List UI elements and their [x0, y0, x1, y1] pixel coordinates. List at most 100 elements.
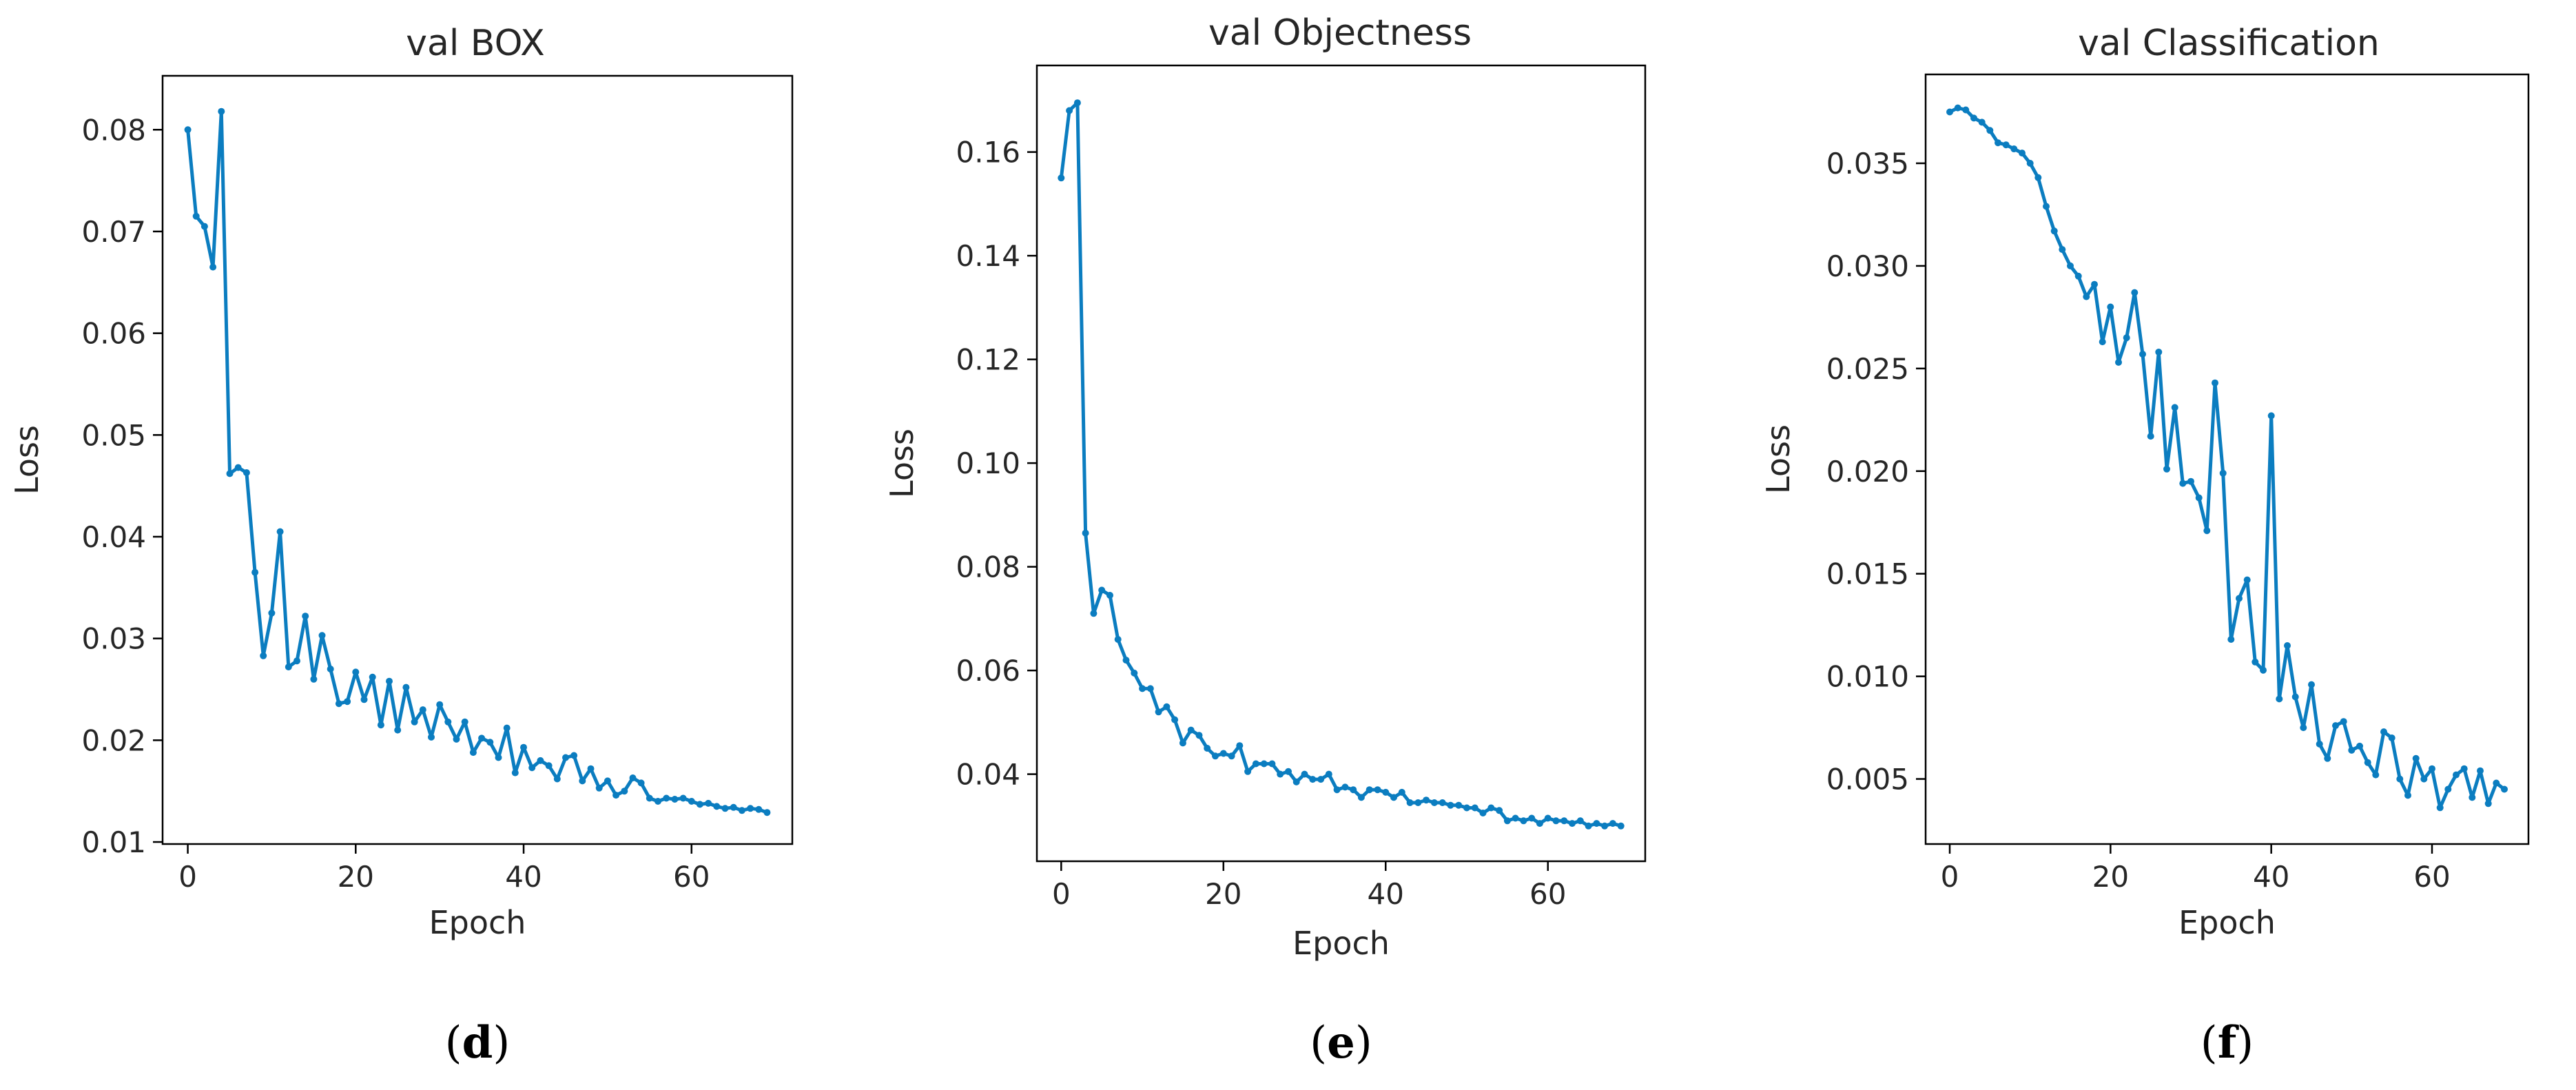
data-point: [486, 739, 494, 746]
data-point: [2493, 779, 2500, 787]
caption-letter: f: [2218, 1017, 2239, 1069]
data-point: [1179, 739, 1186, 747]
data-point: [2203, 527, 2211, 535]
data-point: [2091, 280, 2098, 288]
data-point: [1204, 745, 1211, 752]
data-point: [696, 801, 703, 808]
data-point: [200, 223, 208, 230]
data-point: [2123, 334, 2130, 342]
data-point: [1252, 760, 1259, 768]
data-point: [2227, 636, 2235, 643]
data-point: [1471, 804, 1478, 812]
y-tick-label: 0.030: [1826, 249, 1909, 283]
data-point: [2219, 469, 2227, 477]
data-point: [327, 666, 334, 672]
data-point: [360, 696, 368, 703]
caption-open: (: [2201, 1018, 2218, 1069]
data-point: [2147, 433, 2154, 440]
x-tick-label: 0: [1941, 860, 1959, 894]
data-point: [2460, 765, 2468, 772]
chart-title: val BOX: [406, 23, 545, 64]
data-point: [1970, 114, 1977, 122]
y-tick-label: 0.010: [1826, 660, 1909, 694]
data-point: [705, 799, 712, 807]
data-point: [730, 803, 737, 811]
data-point: [503, 724, 511, 732]
data-point: [738, 807, 745, 814]
data-point: [2501, 785, 2508, 793]
data-point: [1576, 817, 1584, 825]
data-point: [1268, 760, 1276, 768]
y-tick-label: 0.03: [81, 622, 146, 656]
data-point: [1317, 776, 1325, 783]
caption-open: (: [1310, 1018, 1327, 1069]
data-point: [1098, 586, 1106, 594]
x-tick-label: 20: [338, 860, 374, 894]
data-point: [436, 701, 444, 708]
data-point: [663, 794, 670, 802]
data-point: [1617, 822, 1625, 830]
data-point: [1244, 768, 1252, 775]
series-line: [1948, 106, 2506, 810]
data-point: [2348, 746, 2356, 754]
data-point: [453, 735, 460, 743]
data-point: [1536, 820, 1543, 827]
data-point: [1986, 127, 1994, 134]
data-point: [1163, 703, 1171, 710]
data-point: [1236, 742, 1244, 750]
data-point: [2115, 358, 2122, 366]
caption-letter: e: [1327, 1017, 1355, 1069]
data-point: [1455, 801, 1463, 809]
data-point: [1406, 799, 1414, 806]
data-point: [2396, 775, 2404, 783]
data-point: [1146, 685, 1154, 692]
data-point: [394, 726, 402, 734]
data-point: [1978, 119, 1986, 126]
caption-open: (: [445, 1018, 462, 1069]
y-tick-label: 0.005: [1826, 763, 1909, 796]
data-point: [747, 805, 754, 812]
data-point: [2340, 718, 2347, 726]
data-point: [495, 754, 502, 761]
data-point: [1487, 804, 1495, 812]
data-point: [1195, 732, 1203, 739]
data-point: [1082, 529, 1089, 537]
data-point: [763, 809, 771, 816]
data-point: [344, 698, 351, 706]
data-point: [1219, 750, 1227, 757]
data-point: [2034, 174, 2042, 181]
y-tick-label: 0.12: [956, 343, 1020, 377]
data-point: [2252, 658, 2259, 666]
data-point: [2477, 767, 2484, 774]
data-point: [655, 798, 661, 805]
data-point: [1073, 99, 1081, 107]
data-point: [2276, 695, 2283, 703]
x-tick-label: 0: [1052, 877, 1071, 911]
data-point: [1430, 799, 1438, 806]
data-point: [2291, 693, 2299, 701]
data-point: [2155, 349, 2163, 356]
data-point: [2469, 794, 2476, 801]
x-axis-label: Epoch: [1292, 925, 1390, 962]
x-tick-label: 20: [1205, 877, 1241, 911]
data-point: [671, 796, 679, 803]
data-point: [2388, 734, 2395, 741]
y-tick-label: 0.08: [81, 113, 146, 147]
x-tick-label: 60: [673, 860, 710, 894]
data-point: [352, 668, 360, 676]
data-point: [2372, 771, 2380, 779]
data-point: [2195, 494, 2203, 502]
x-tick-label: 0: [178, 860, 197, 894]
data-point: [1228, 752, 1235, 760]
data-point: [1544, 814, 1552, 822]
y-tick-label: 0.10: [956, 446, 1020, 480]
data-point: [411, 718, 418, 726]
data-point: [755, 805, 763, 813]
y-tick-label: 0.02: [81, 723, 146, 757]
data-point: [1301, 770, 1308, 778]
y-tick-label: 0.035: [1826, 147, 1909, 181]
data-point: [1374, 786, 1381, 794]
data-point: [1609, 820, 1616, 827]
data-point: [612, 792, 620, 799]
